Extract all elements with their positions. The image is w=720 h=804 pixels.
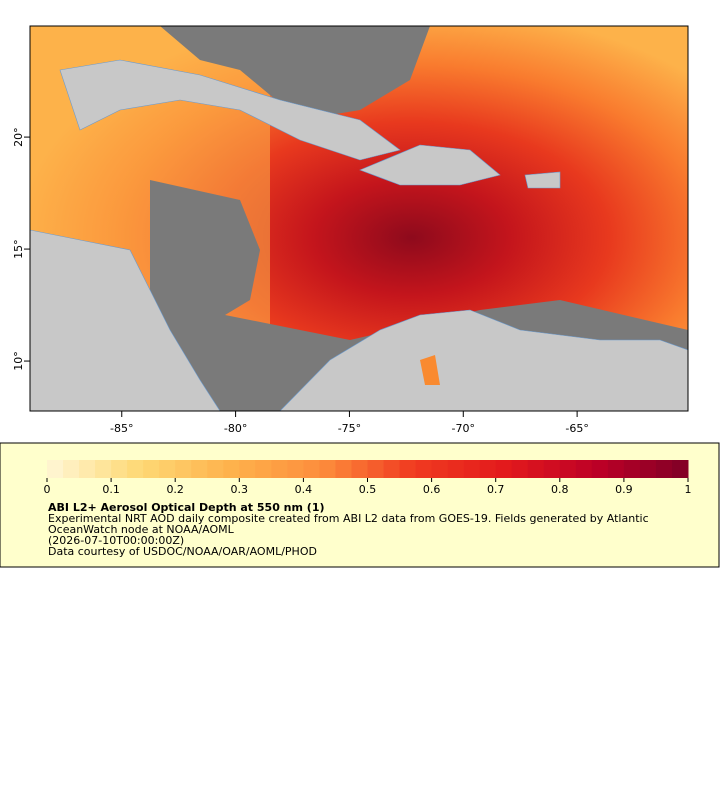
colorbar-cell	[191, 460, 208, 478]
y-tick-label: 10°	[12, 351, 25, 371]
colorbar-cell	[223, 460, 240, 478]
colorbar-cell	[607, 460, 625, 478]
colorbar-cell	[463, 460, 481, 478]
colorbar-cell	[399, 460, 417, 478]
x-tick-label: -85°	[110, 422, 133, 435]
land	[59, 59, 401, 161]
legend-title: ABI L2+ Aerosol Optical Depth at 550 nm …	[48, 501, 325, 514]
legend-line: (2026-07-10T00:00:00Z)	[48, 534, 184, 547]
no-data	[160, 26, 430, 120]
colorbar-tick-label: 0.4	[295, 483, 313, 496]
colorbar-tick-label: 0.1	[102, 483, 120, 496]
colorbar-cell	[479, 460, 497, 478]
colorbar-cell	[543, 460, 561, 478]
colorbar-tick-label: 0.9	[615, 483, 633, 496]
colorbar-cell	[383, 460, 401, 478]
colorbar-tick-label: 0.2	[166, 483, 184, 496]
x-tick-label: -65°	[565, 422, 588, 435]
colorbar-cell	[367, 460, 385, 478]
x-tick-label: -80°	[224, 422, 247, 435]
y-tick-label: 20°	[12, 127, 25, 147]
colorbar-cell	[527, 460, 545, 478]
x-tick-label: -70°	[452, 422, 475, 435]
lake-aod	[420, 355, 440, 385]
x-tick-label: -75°	[338, 422, 361, 435]
colorbar-cell	[639, 460, 657, 478]
legend-line: Data courtesy of USDOC/NOAA/OAR/AOML/PHO…	[48, 545, 317, 558]
colorbar-tick-label: 1	[685, 483, 692, 496]
colorbar-cell	[127, 460, 144, 478]
colorbar-cell	[591, 460, 609, 478]
colorbar-cell	[287, 460, 304, 478]
colorbar-cell	[255, 460, 272, 478]
colorbar-tick-label: 0.5	[359, 483, 377, 496]
land	[359, 144, 501, 186]
colorbar-cell	[431, 460, 449, 478]
colorbar-cell	[351, 460, 368, 478]
colorbar-cell	[575, 460, 593, 478]
land	[524, 171, 561, 189]
colorbar-tick-label: 0	[44, 483, 51, 496]
colorbar-tick-label: 0.8	[551, 483, 569, 496]
colorbar-cell	[511, 460, 529, 478]
colorbar-cell	[239, 460, 256, 478]
legend-line: OceanWatch node at NOAA/AOML	[48, 523, 235, 536]
colorbar-cell	[159, 460, 176, 478]
colorbar-cell	[47, 460, 64, 478]
colorbar-cell	[495, 460, 513, 478]
colorbar-cell	[63, 460, 80, 478]
colorbar-cell	[335, 460, 352, 478]
colorbar-tick-label: 0.6	[423, 483, 441, 496]
colorbar-cell	[559, 460, 577, 478]
colorbar-tick-label: 0.7	[487, 483, 505, 496]
colorbar-cell	[623, 460, 641, 478]
colorbar-cell	[671, 460, 689, 478]
colorbar-cell	[143, 460, 160, 478]
colorbar-cell	[319, 460, 336, 478]
colorbar-tick-label: 0.3	[231, 483, 249, 496]
colorbar-cell	[271, 460, 288, 478]
colorbar-cell	[111, 460, 128, 478]
colorbar-cell	[79, 460, 96, 478]
colorbar-cell	[175, 460, 192, 478]
map	[29, 25, 689, 412]
legend-line: Experimental NRT AOD daily composite cre…	[48, 512, 649, 525]
colorbar-cell	[303, 460, 320, 478]
colorbar-cell	[415, 460, 433, 478]
colorbar-cell	[207, 460, 224, 478]
no-data	[150, 180, 260, 330]
colorbar-cell	[447, 460, 465, 478]
map-frame	[29, 25, 689, 412]
y-tick-label: 15°	[12, 239, 25, 258]
colorbar-cell	[655, 460, 673, 478]
colorbar-cell	[95, 460, 112, 478]
